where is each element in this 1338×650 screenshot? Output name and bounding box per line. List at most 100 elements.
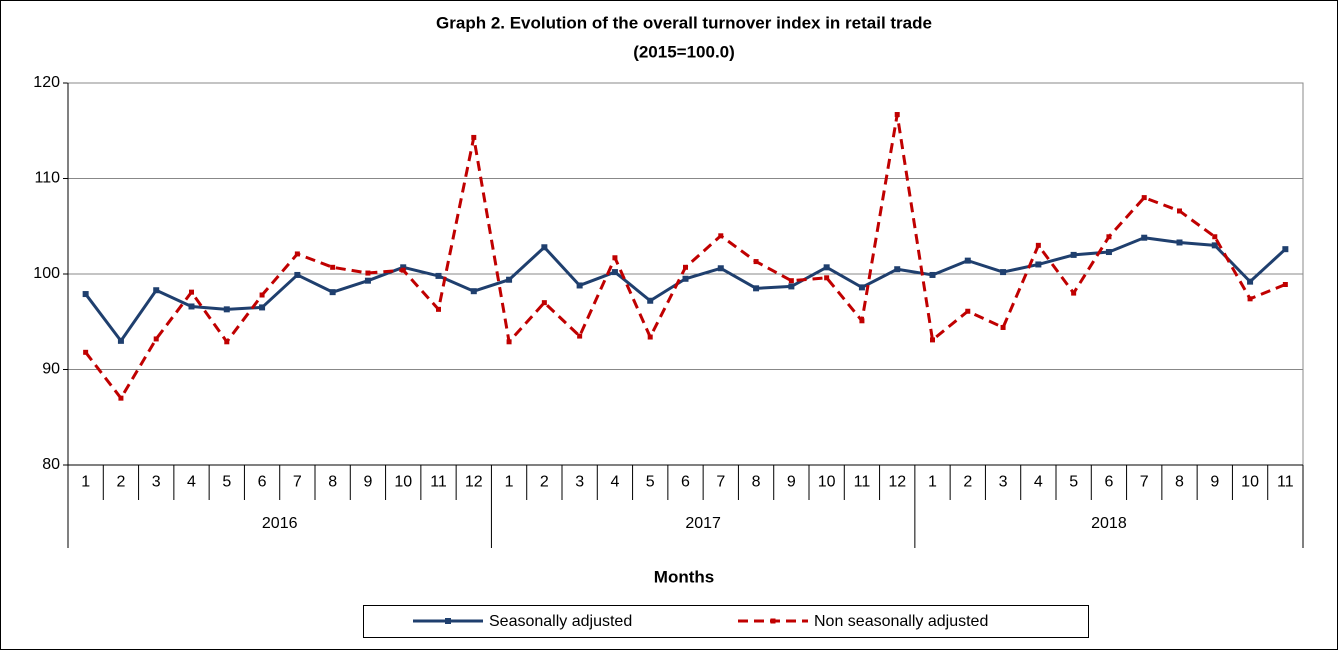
- point-marker: [1105, 249, 1112, 256]
- point-marker: [1247, 278, 1254, 285]
- point-marker: [859, 318, 865, 324]
- point-marker: [189, 289, 194, 295]
- point-marker: [753, 285, 760, 292]
- point-marker: [1282, 282, 1288, 288]
- x-tick-label: 4: [187, 474, 196, 491]
- x-tick-label: 1: [928, 474, 937, 491]
- point-marker: [894, 266, 901, 273]
- point-marker: [858, 284, 865, 291]
- point-marker: [1070, 251, 1077, 258]
- x-axis-label: Months: [654, 567, 714, 586]
- point-marker: [1176, 239, 1183, 246]
- point-marker: [224, 339, 230, 345]
- x-group-label: 2018: [1091, 515, 1127, 532]
- chart-title: Graph 2. Evolution of the overall turnov…: [436, 13, 932, 32]
- x-tick-label: 4: [1034, 474, 1043, 491]
- x-tick-label: 3: [152, 474, 161, 491]
- point-marker: [576, 282, 583, 289]
- y-tick-label: 90: [42, 361, 60, 378]
- point-marker: [259, 292, 265, 298]
- point-marker: [823, 264, 830, 271]
- point-marker: [506, 276, 513, 283]
- x-tick-label: 5: [646, 474, 655, 491]
- x-tick-label: 6: [1104, 474, 1113, 491]
- point-marker: [541, 300, 547, 306]
- x-group-label: 2017: [685, 515, 721, 532]
- x-tick-label: 7: [293, 474, 302, 491]
- y-tick-label: 100: [33, 265, 60, 282]
- point-marker: [1035, 242, 1041, 248]
- point-marker: [294, 251, 300, 257]
- x-tick-label: 3: [575, 474, 584, 491]
- point-marker: [929, 271, 936, 278]
- point-marker: [577, 333, 583, 339]
- x-tick-label: 5: [1069, 474, 1078, 491]
- x-tick-label: 6: [258, 474, 267, 491]
- point-marker: [330, 264, 336, 270]
- x-tick-label: 3: [999, 474, 1008, 491]
- point-marker: [541, 244, 548, 251]
- point-marker: [930, 337, 935, 343]
- x-tick-label: 11: [1277, 474, 1294, 491]
- point-marker: [118, 395, 124, 401]
- point-marker: [682, 275, 689, 282]
- x-tick-label: 6: [681, 474, 690, 491]
- x-tick-label: 8: [328, 474, 337, 491]
- x-tick-label: 10: [818, 474, 836, 491]
- chart-subtitle: (2015=100.0): [633, 42, 735, 61]
- point-marker: [1282, 246, 1289, 253]
- point-marker: [223, 306, 230, 313]
- x-tick-label: 9: [1210, 474, 1219, 491]
- point-marker: [153, 336, 159, 342]
- point-marker: [1106, 234, 1112, 240]
- point-marker: [471, 134, 477, 140]
- x-tick-label: 4: [610, 474, 619, 491]
- x-tick-label: 2: [963, 474, 972, 491]
- point-marker: [788, 278, 794, 284]
- point-marker: [717, 265, 724, 272]
- point-marker: [1000, 324, 1006, 330]
- x-tick-label: 9: [787, 474, 796, 491]
- y-tick-label: 80: [42, 456, 60, 473]
- point-marker: [1247, 296, 1253, 302]
- point-marker: [117, 337, 124, 344]
- x-tick-label: 8: [1175, 474, 1184, 491]
- point-marker: [683, 264, 688, 270]
- point-marker: [1212, 234, 1218, 240]
- point-marker: [83, 349, 89, 355]
- point-marker: [1141, 234, 1148, 241]
- point-marker: [259, 304, 266, 311]
- x-group-label: 2016: [262, 515, 298, 532]
- legend-box: [363, 605, 1089, 638]
- x-tick-label: 11: [430, 474, 447, 491]
- x-tick-label: 12: [888, 474, 906, 491]
- x-tick-label: 2: [540, 474, 549, 491]
- point-marker: [647, 297, 654, 304]
- x-tick-label: 7: [716, 474, 725, 491]
- y-tick-label: 110: [34, 170, 60, 187]
- point-marker: [718, 233, 724, 239]
- point-marker: [965, 308, 971, 314]
- legend-marker: [445, 618, 451, 624]
- point-marker: [188, 303, 195, 310]
- point-marker: [611, 269, 618, 276]
- point-marker: [1177, 208, 1182, 214]
- point-marker: [329, 289, 336, 296]
- point-marker: [824, 275, 830, 281]
- point-marker: [365, 270, 371, 276]
- point-marker: [364, 277, 371, 284]
- point-marker: [647, 334, 653, 340]
- x-tick-label: 12: [465, 474, 483, 491]
- x-tick-label: 9: [363, 474, 372, 491]
- point-marker: [435, 272, 442, 279]
- x-tick-label: 2: [116, 474, 125, 491]
- point-marker: [1035, 261, 1042, 268]
- x-tick-label: 1: [81, 474, 90, 491]
- point-marker: [1211, 242, 1218, 249]
- x-tick-label: 8: [752, 474, 761, 491]
- point-marker: [1071, 290, 1077, 296]
- point-marker: [153, 287, 160, 294]
- point-marker: [1000, 269, 1007, 276]
- point-marker: [506, 339, 512, 345]
